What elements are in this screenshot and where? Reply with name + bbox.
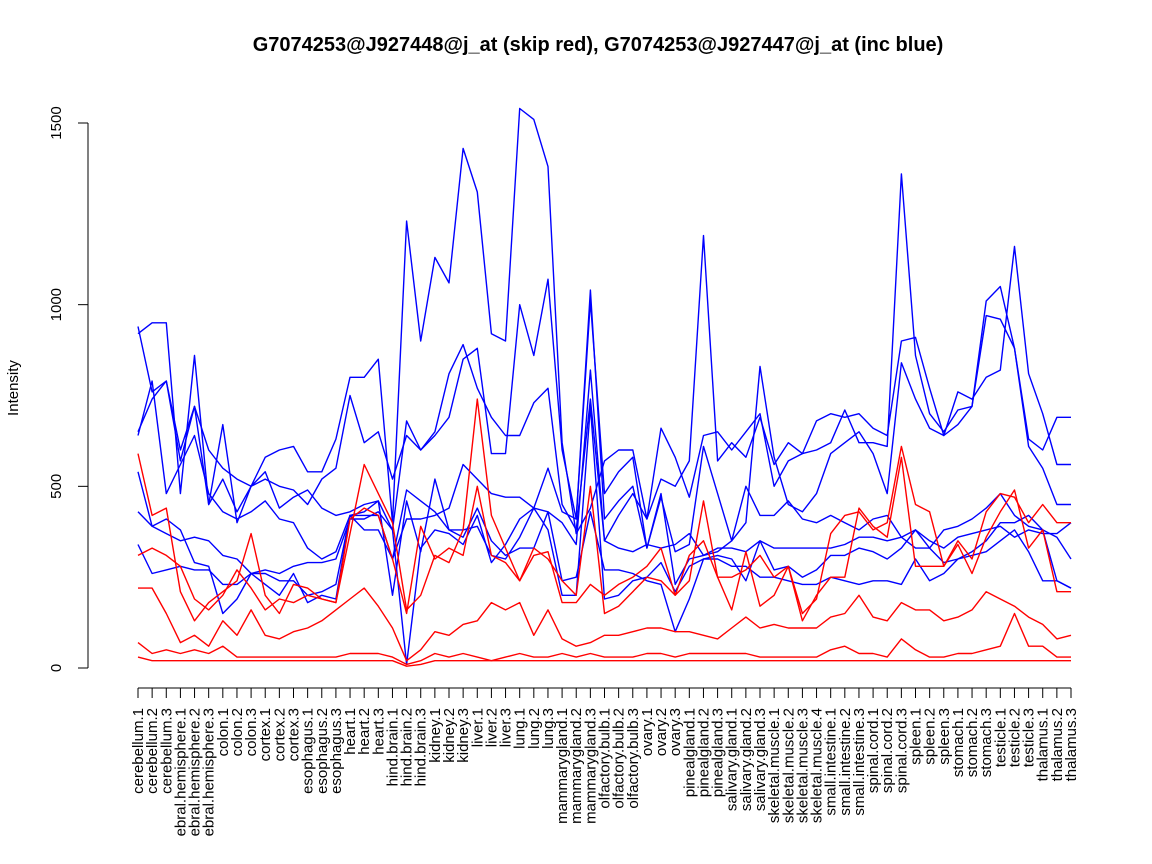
- x-tick-label: olfactory.bulb.1: [597, 708, 614, 809]
- x-tick-label: stomach.2: [964, 708, 981, 777]
- series-line-11: [137, 612, 1071, 666]
- x-tick-label: testicle.3: [1021, 708, 1038, 767]
- y-axis: 0 500 1000 1500: [48, 106, 89, 672]
- x-tick-label: kidney.2: [441, 708, 458, 763]
- y-tick-label: 1500: [48, 106, 65, 139]
- x-tick-label: skeletal.muscle.1: [766, 708, 783, 823]
- x-tick-label: skeletal.muscle.2: [780, 708, 797, 823]
- x-tick-label: ebral.hemisphere.3: [201, 708, 218, 836]
- x-tick-label: pinealgland.3: [710, 708, 727, 797]
- x-tick-label: testicle.1: [992, 708, 1009, 767]
- x-tick-label: spinal.cord.1: [865, 708, 882, 793]
- x-tick-label: liver.1: [469, 708, 486, 747]
- x-tick-label: cortex.3: [286, 708, 303, 761]
- x-tick-label: esophagus.2: [314, 708, 331, 794]
- series-group: [137, 107, 1072, 667]
- x-tick-label: mammarygland.2: [568, 708, 585, 824]
- x-tick-label: cortex.2: [271, 708, 288, 761]
- series-line-5: [137, 245, 1071, 596]
- series-line-1: [137, 278, 1072, 560]
- x-tick-label: thalamus.2: [1049, 708, 1066, 781]
- x-tick-label: pinealgland.2: [696, 708, 713, 797]
- x-tick-label: esophagus.3: [328, 708, 345, 794]
- x-tick-label: stomach.3: [978, 708, 995, 777]
- x-tick-label: salivary.gland.2: [738, 708, 755, 811]
- x-tick-label: ovary.1: [639, 708, 656, 756]
- x-tick-label: hind.brain.2: [399, 708, 416, 786]
- x-tick-label: ovary.3: [667, 708, 684, 756]
- x-tick-label: thalamus.3: [1063, 708, 1080, 781]
- x-tick-label: skeletal.muscle.4: [809, 708, 826, 823]
- x-tick-label: liver.2: [483, 708, 500, 747]
- series-line-9: [137, 456, 1071, 622]
- chart-title: G7074253@J927448@j_at (skip red), G70742…: [253, 34, 944, 56]
- x-tick-label: cerebellum.1: [130, 708, 147, 794]
- x-tick-label: lung.2: [526, 708, 543, 749]
- x-tick-label: kidney.1: [427, 708, 444, 763]
- series-line-2: [137, 380, 1072, 633]
- x-tick-label: small.intestine.3: [851, 708, 868, 816]
- x-tick-label: cerebellum.3: [158, 708, 175, 794]
- x-tick-label: liver.3: [498, 708, 515, 747]
- x-tick-label: salivary.gland.3: [752, 708, 769, 811]
- x-tick-label: mammarygland.3: [582, 708, 599, 824]
- x-tick-label: small.intestine.1: [823, 708, 840, 816]
- x-tick-label: colon.2: [229, 708, 246, 756]
- x-tick-label: skeletal.muscle.3: [794, 708, 811, 823]
- x-tick-label: cerebellum.2: [144, 708, 161, 794]
- x-tick-label: spinal.cord.3: [893, 708, 910, 793]
- x-tick-label: ovary.2: [653, 708, 670, 756]
- x-tick-label: heart.3: [370, 708, 387, 755]
- x-tick-label: heart.2: [356, 708, 373, 755]
- x-tick-label: testicle.2: [1007, 708, 1024, 767]
- series-line-12: [137, 656, 1071, 667]
- x-tick-label: lung.1: [512, 708, 529, 749]
- x-tick-label: stomach.1: [950, 708, 967, 777]
- x-tick-label: cortex.1: [257, 708, 274, 761]
- series-line-8: [137, 398, 1071, 622]
- x-tick-label: thalamus.1: [1035, 708, 1052, 781]
- y-tick-label: 500: [48, 474, 65, 499]
- x-tick-label: pinealgland.1: [681, 708, 698, 797]
- x-tick-label: ebral.hemisphere.2: [187, 708, 204, 836]
- x-tick-label: spinal.cord.2: [879, 708, 896, 793]
- x-axis: cerebellum.1cerebellum.2cerebellum.3ebra…: [130, 687, 1080, 836]
- x-tick-label: olfactory.bulb.3: [625, 708, 642, 809]
- series-line-3: [137, 107, 1071, 535]
- x-tick-label: spleen.1: [908, 708, 925, 765]
- x-tick-label: small.intestine.2: [837, 708, 854, 816]
- x-tick-label: colon.1: [215, 708, 232, 756]
- x-tick-label: hind.brain.1: [385, 708, 402, 786]
- x-tick-label: spleen.2: [922, 708, 939, 765]
- x-tick-label: ebral.hemisphere.1: [172, 708, 189, 836]
- x-tick-label: lung.3: [540, 708, 557, 749]
- x-tick-label: colon.3: [243, 708, 260, 756]
- y-tick-label: 1000: [48, 288, 65, 321]
- series-line-10: [138, 587, 1072, 662]
- x-tick-label: olfactory.bulb.2: [611, 708, 628, 809]
- y-axis-label: Intensity: [5, 360, 22, 416]
- x-tick-label: mammarygland.1: [554, 708, 571, 824]
- x-tick-label: esophagus.1: [300, 708, 317, 794]
- y-tick-label: 0: [48, 664, 65, 672]
- x-tick-label: hind.brain.3: [413, 708, 430, 786]
- x-tick-label: kidney.3: [455, 708, 472, 763]
- series-line-7: [137, 173, 1071, 542]
- x-tick-label: spleen.3: [936, 708, 953, 765]
- x-tick-label: heart.1: [342, 708, 359, 755]
- x-tick-label: salivary.gland.1: [724, 708, 741, 811]
